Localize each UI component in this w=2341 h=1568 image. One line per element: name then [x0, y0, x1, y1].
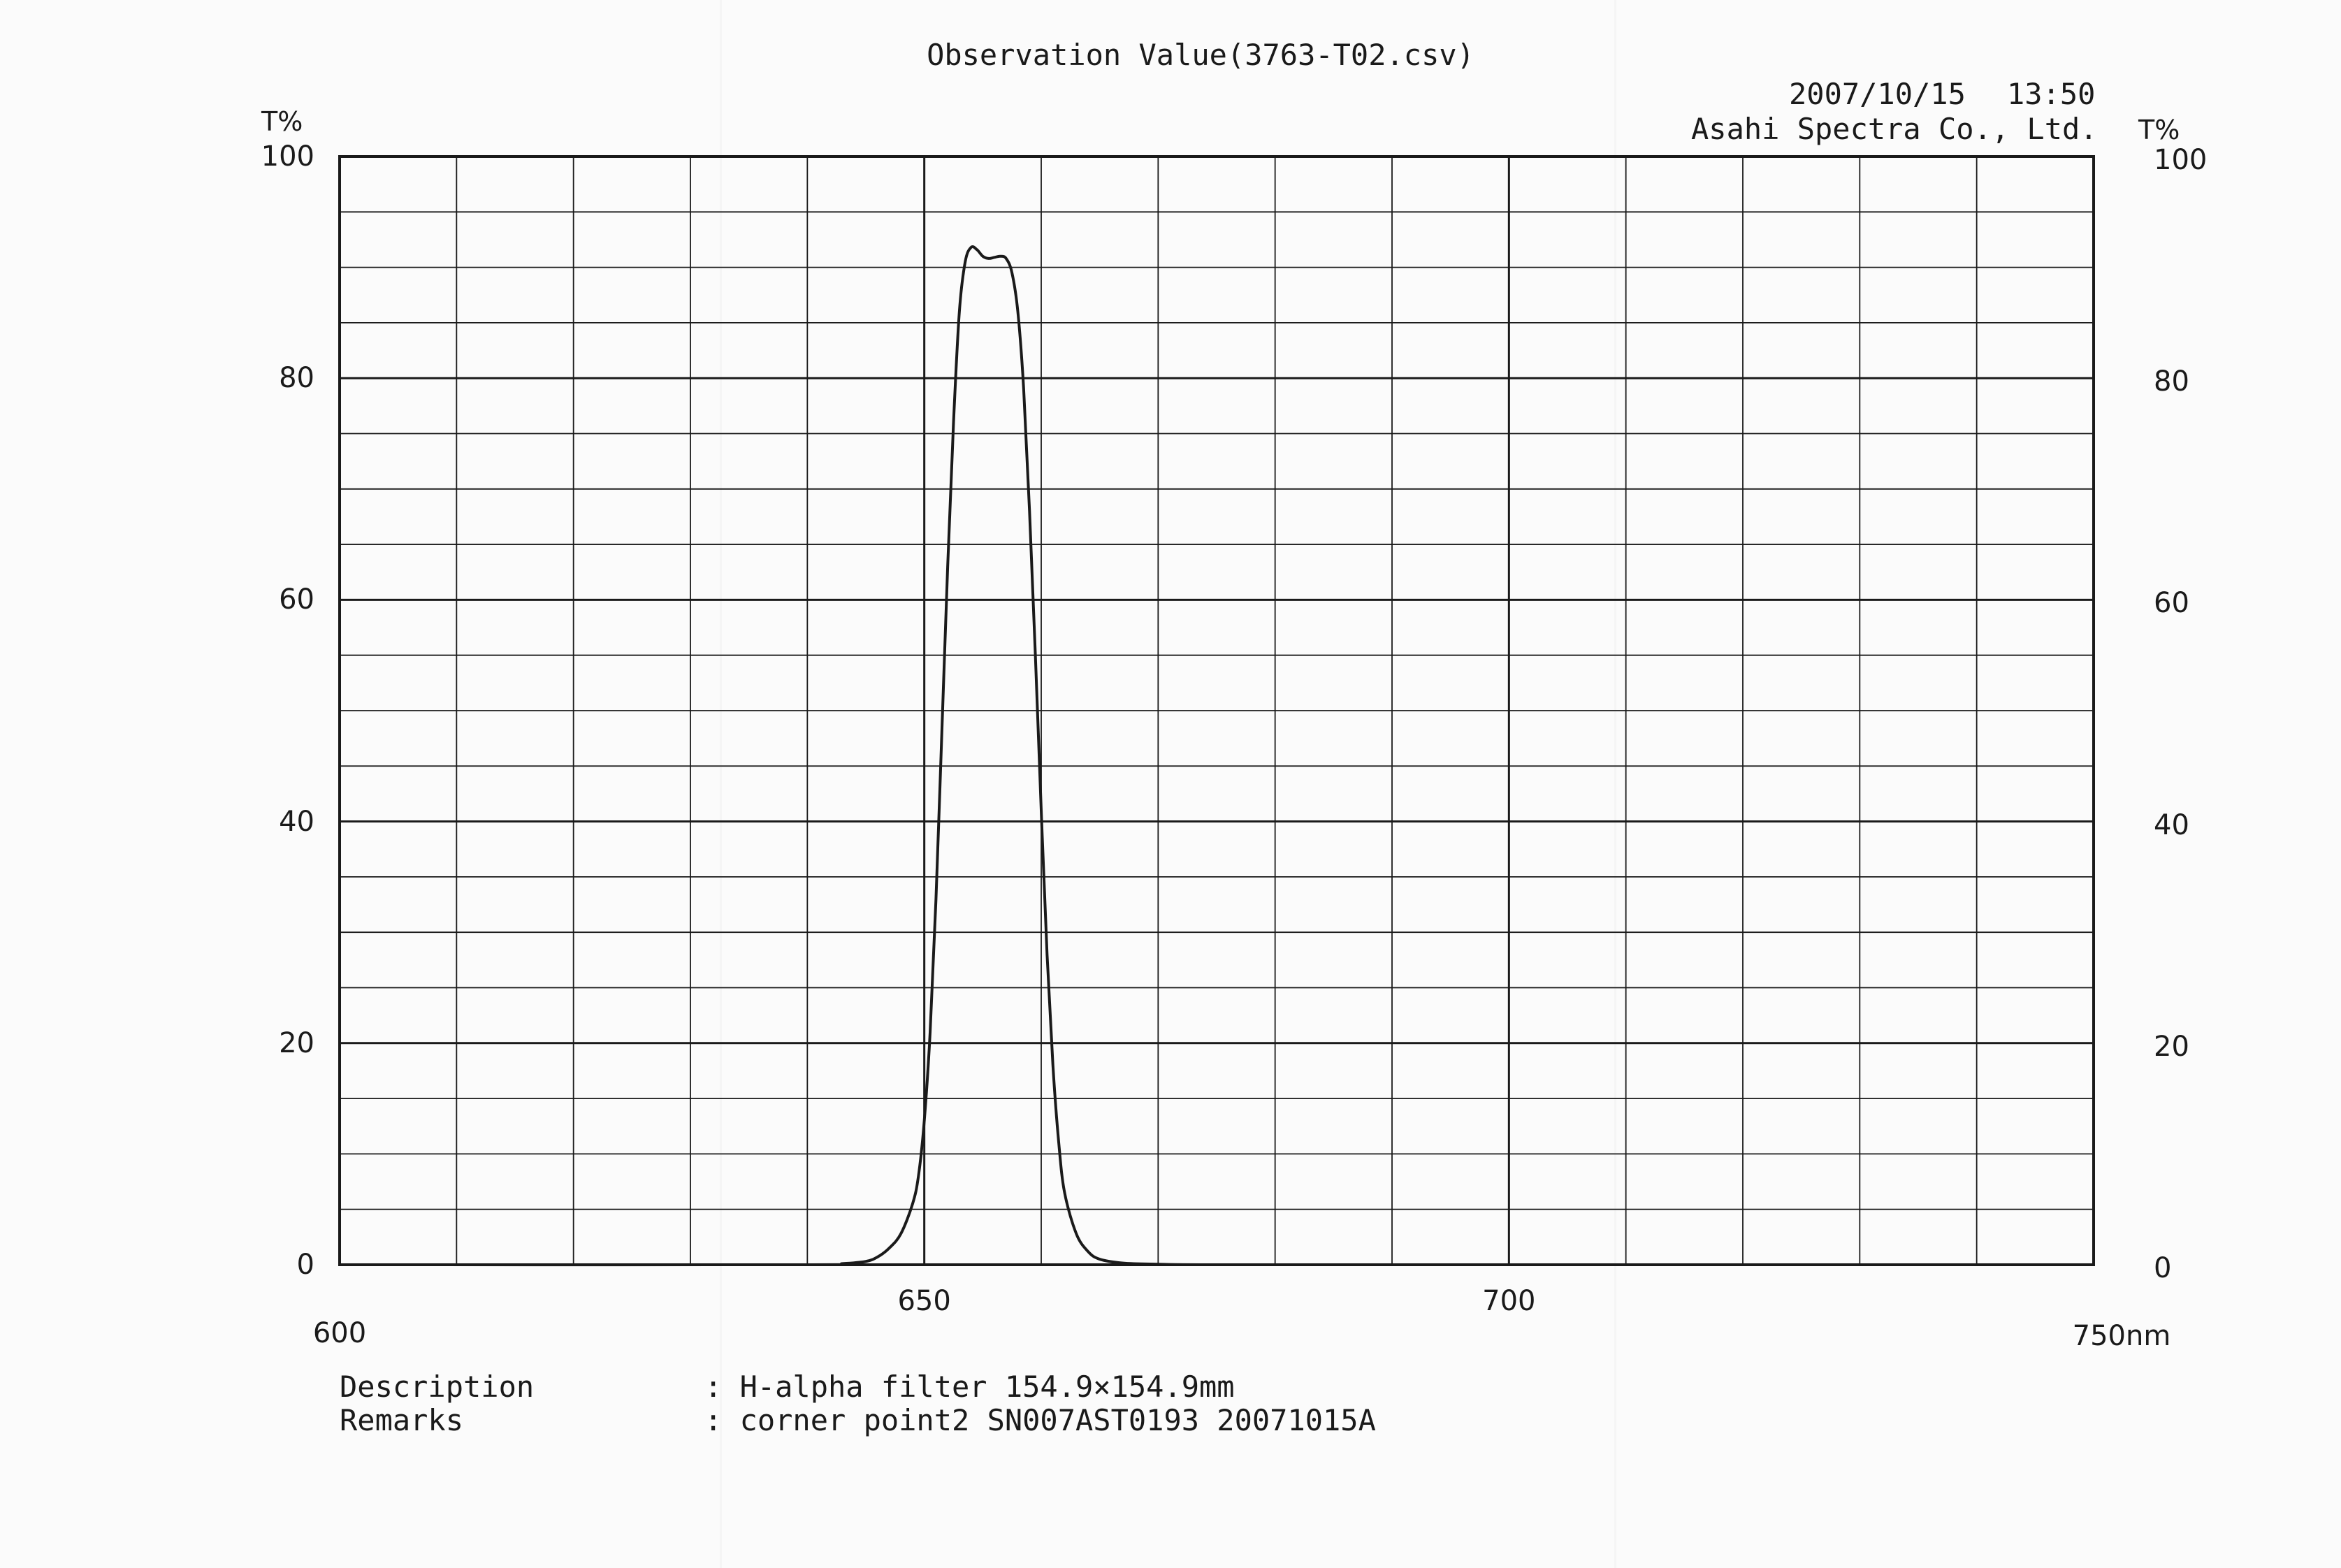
x-tick-label: 600 — [312, 1317, 367, 1349]
description-value: : H-alpha filter 154.9×154.9mm — [704, 1370, 1235, 1404]
major-gridlines — [340, 157, 2094, 1265]
y-tick-label-right: 40 — [2154, 808, 2189, 841]
company-name: Asahi Spectra Co., Ltd. — [1691, 112, 2098, 146]
y-tick-label-left: 80 — [279, 362, 314, 395]
y-tick-label-left: 100 — [261, 140, 314, 173]
y-tick-label-right: 60 — [2154, 587, 2189, 620]
y-tick-label-left: 0 — [296, 1249, 314, 1281]
timestamp-time: 13:50 — [2007, 77, 2096, 111]
y-tick-label-right: 20 — [2154, 1030, 2189, 1063]
y-tick-label-right: 0 — [2154, 1252, 2172, 1284]
y-tick-label-right: 100 — [2154, 144, 2208, 176]
y-tick-label-right: 80 — [2154, 365, 2189, 398]
minor-gridlines — [340, 157, 2094, 1265]
chart-title: Observation Value(3763-T02.csv) — [927, 38, 1474, 72]
description-label: Description — [340, 1370, 535, 1404]
transmission-curve — [339, 245, 2094, 1267]
remarks-value: : corner point2 SN007AST0193 20071015A — [704, 1403, 1376, 1437]
x-tick-label: 750nm — [2072, 1320, 2171, 1352]
timestamp-date: 2007/10/15 — [1789, 77, 1966, 111]
y-tick-label-left: 40 — [279, 805, 314, 838]
y-tick-label-left: 60 — [279, 583, 314, 616]
remarks-label: Remarks — [340, 1403, 464, 1437]
y-axis-label-right: T% — [2138, 115, 2180, 145]
x-tick-label: 700 — [1482, 1285, 1536, 1317]
y-tick-label-left: 20 — [279, 1026, 314, 1059]
x-tick-label: 650 — [897, 1285, 951, 1317]
y-axis-label-left: T% — [261, 106, 303, 137]
